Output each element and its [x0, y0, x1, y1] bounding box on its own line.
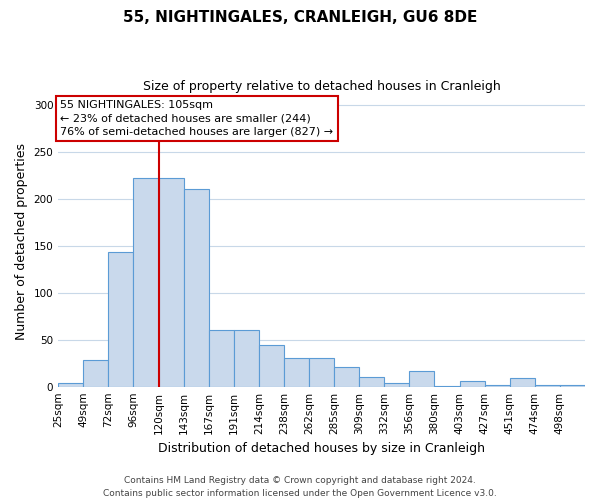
Bar	[259, 346, 284, 387]
Bar	[133, 178, 158, 386]
Text: 55 NIGHTINGALES: 105sqm
← 23% of detached houses are smaller (244)
76% of semi-d: 55 NIGHTINGALES: 105sqm ← 23% of detache…	[61, 100, 334, 136]
Bar	[184, 190, 209, 386]
Bar	[385, 383, 409, 386]
Bar	[83, 360, 109, 386]
Bar	[359, 378, 385, 386]
Bar	[485, 385, 510, 386]
Bar	[284, 358, 309, 386]
X-axis label: Distribution of detached houses by size in Cranleigh: Distribution of detached houses by size …	[158, 442, 485, 455]
Bar	[334, 367, 359, 386]
Bar	[510, 378, 535, 386]
Bar	[109, 252, 133, 386]
Bar	[535, 385, 560, 386]
Bar	[209, 330, 234, 386]
Bar	[158, 178, 184, 386]
Y-axis label: Number of detached properties: Number of detached properties	[15, 142, 28, 340]
Bar	[58, 383, 83, 386]
Title: Size of property relative to detached houses in Cranleigh: Size of property relative to detached ho…	[143, 80, 500, 93]
Bar	[409, 370, 434, 386]
Text: 55, NIGHTINGALES, CRANLEIGH, GU6 8DE: 55, NIGHTINGALES, CRANLEIGH, GU6 8DE	[123, 10, 477, 25]
Bar	[560, 385, 585, 386]
Bar	[309, 358, 334, 386]
Bar	[460, 381, 485, 386]
Bar	[234, 330, 259, 386]
Text: Contains HM Land Registry data © Crown copyright and database right 2024.
Contai: Contains HM Land Registry data © Crown c…	[103, 476, 497, 498]
